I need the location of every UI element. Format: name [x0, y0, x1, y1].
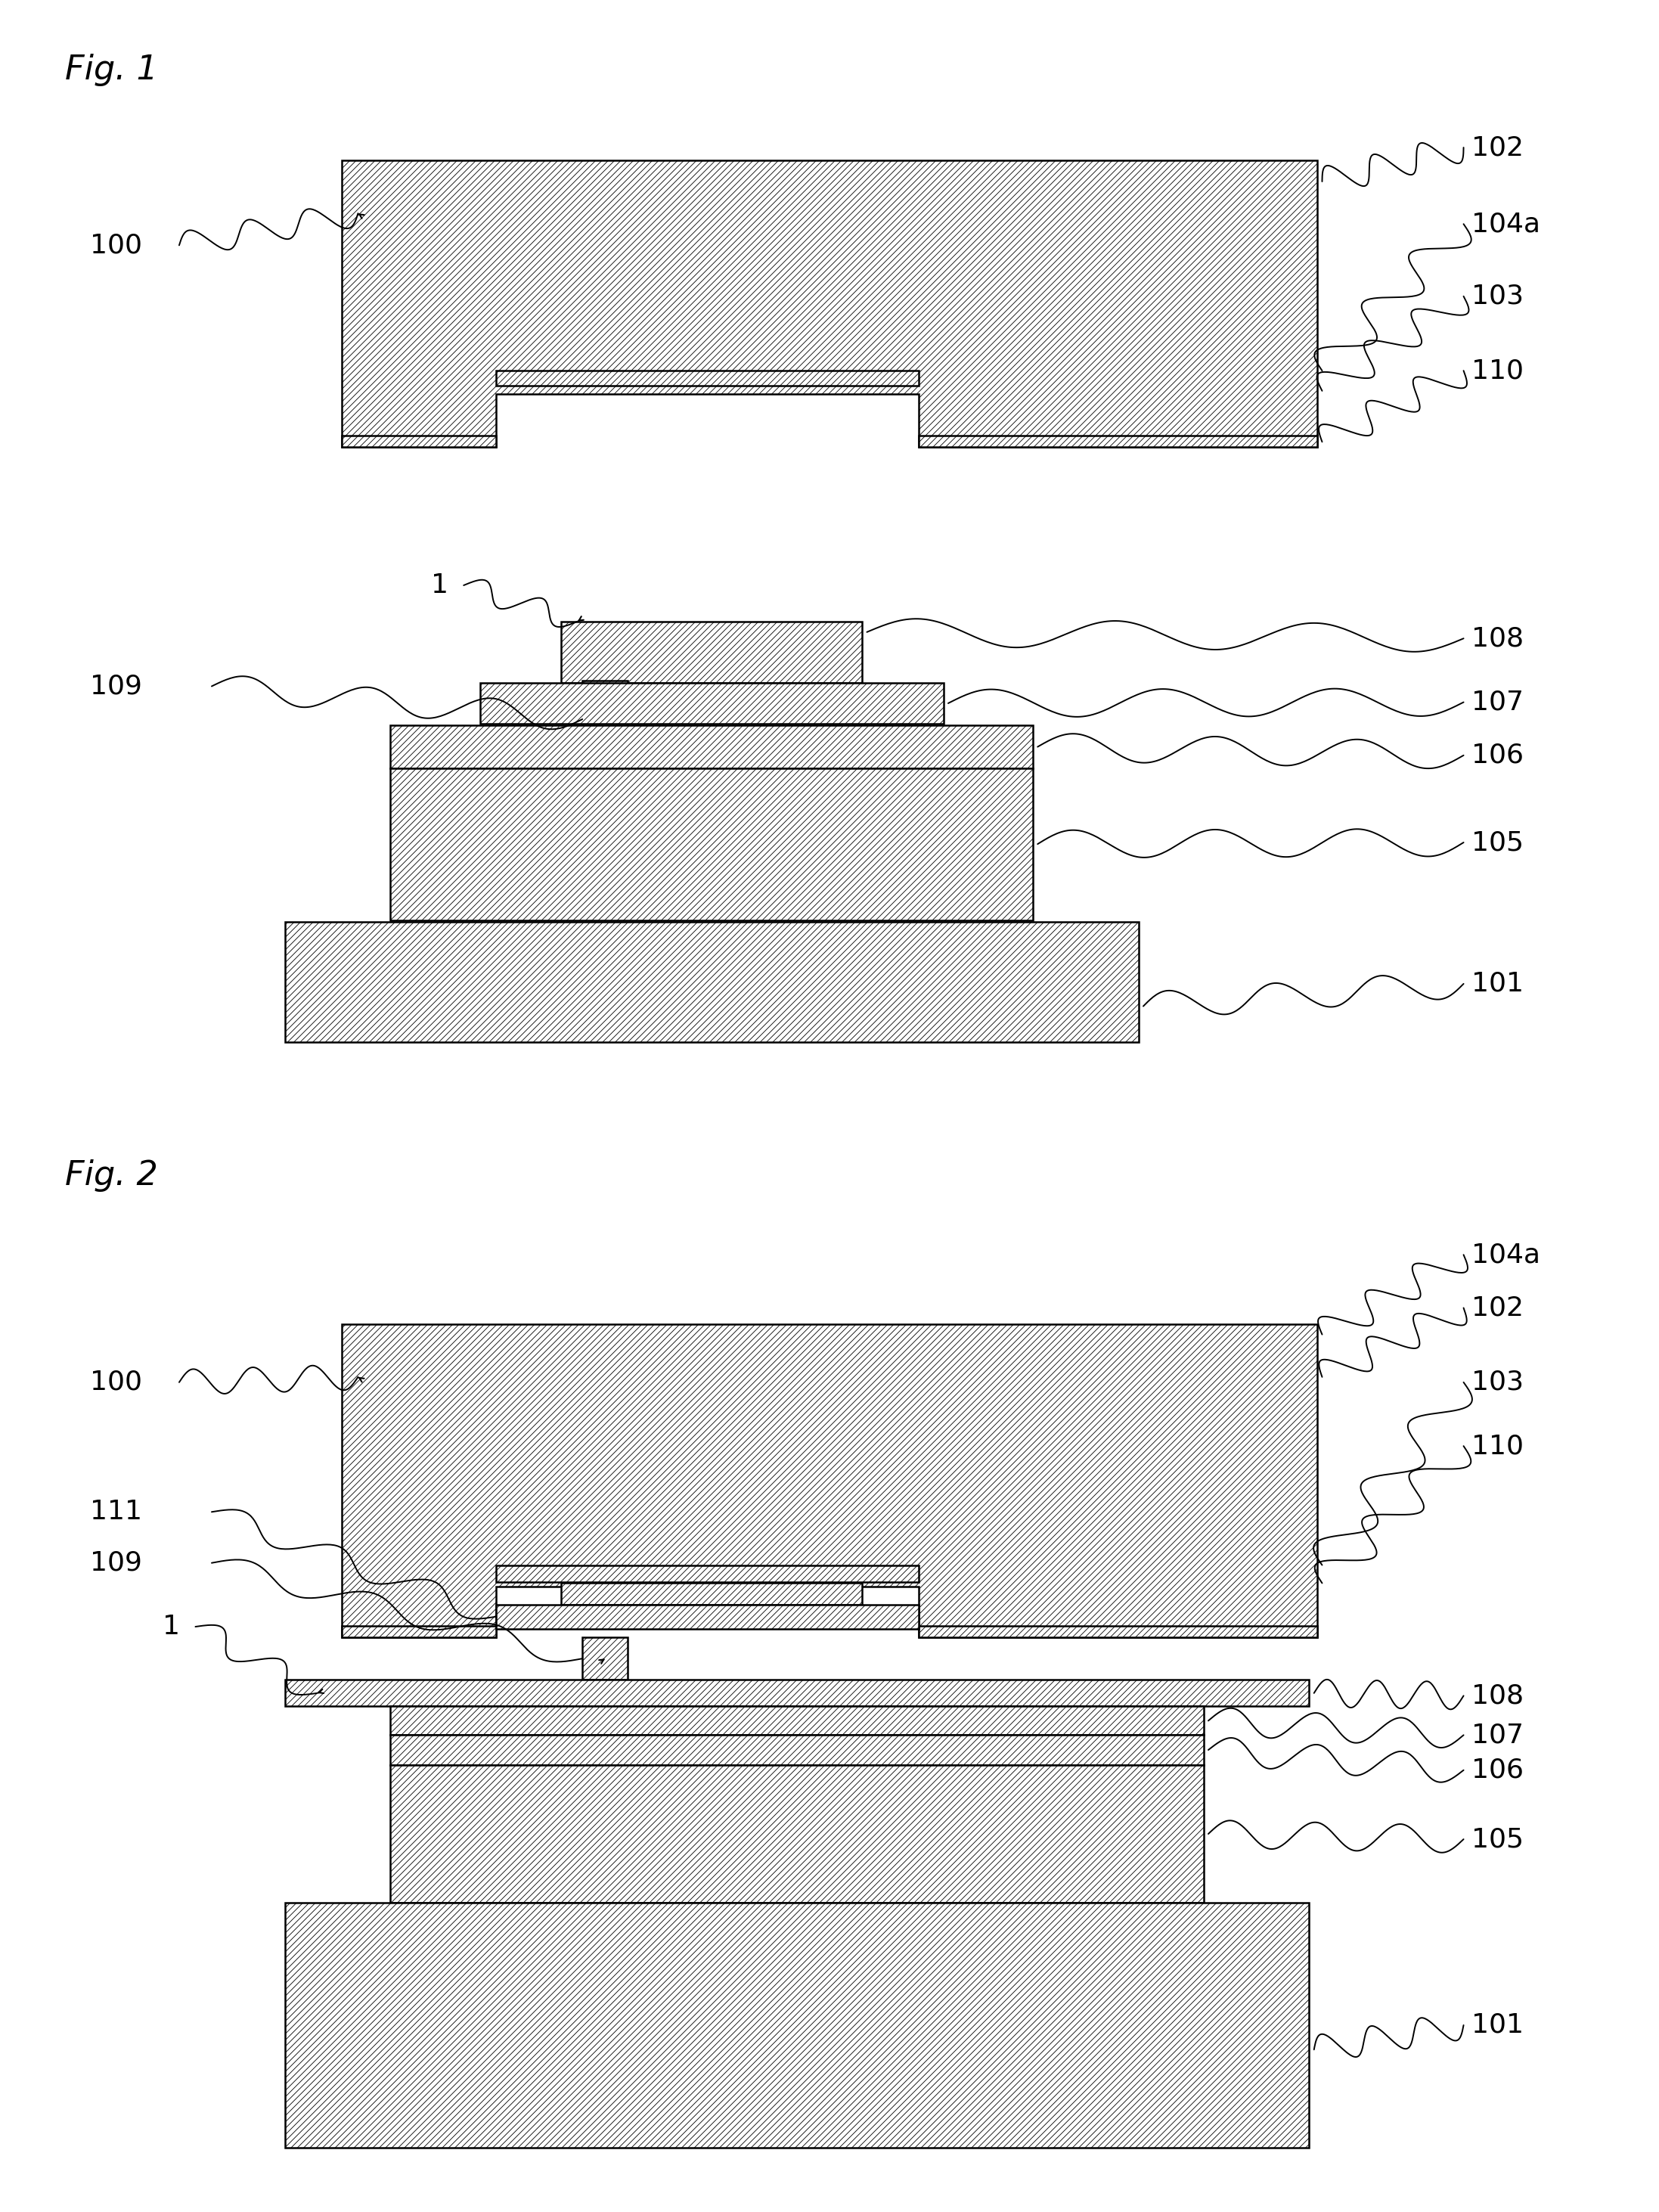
Text: 104a: 104a: [1472, 210, 1541, 237]
Text: 106: 106: [1472, 1756, 1525, 1783]
Polygon shape: [342, 1323, 1317, 1637]
Polygon shape: [342, 1626, 496, 1637]
Text: 108: 108: [1472, 626, 1525, 650]
Text: 111: 111: [90, 1500, 143, 1524]
Polygon shape: [390, 768, 1032, 920]
Text: 102: 102: [1472, 135, 1525, 159]
Text: 102: 102: [1472, 1294, 1525, 1321]
Polygon shape: [496, 1566, 919, 1582]
Text: 110: 110: [1472, 1433, 1525, 1460]
Text: 107: 107: [1472, 690, 1525, 714]
Text: 104a: 104a: [1472, 1241, 1541, 1267]
Text: 100: 100: [90, 1369, 143, 1396]
Text: 108: 108: [1472, 1683, 1525, 1708]
Polygon shape: [342, 436, 496, 447]
Polygon shape: [285, 922, 1138, 1042]
Polygon shape: [496, 1604, 919, 1628]
Polygon shape: [390, 1705, 1203, 1734]
Polygon shape: [479, 684, 944, 723]
Polygon shape: [582, 681, 627, 757]
Text: 105: 105: [1472, 830, 1525, 856]
Text: 110: 110: [1472, 358, 1525, 383]
Polygon shape: [390, 1765, 1203, 1902]
Text: 1: 1: [431, 573, 448, 597]
Text: 101: 101: [1472, 2013, 1525, 2037]
Text: Fig. 2: Fig. 2: [65, 1159, 158, 1192]
Text: 109: 109: [90, 672, 141, 699]
Text: 106: 106: [1472, 743, 1525, 768]
Text: 109: 109: [90, 1551, 141, 1575]
Text: 100: 100: [90, 232, 143, 259]
Polygon shape: [390, 726, 1032, 768]
Polygon shape: [285, 1902, 1309, 2148]
Text: 105: 105: [1472, 1827, 1525, 1851]
Polygon shape: [561, 622, 863, 684]
Polygon shape: [342, 159, 1317, 447]
Text: 103: 103: [1472, 1369, 1525, 1396]
Polygon shape: [496, 372, 919, 385]
Text: 101: 101: [1472, 971, 1525, 998]
Polygon shape: [919, 436, 1317, 447]
Polygon shape: [390, 1734, 1203, 1765]
Text: Fig. 1: Fig. 1: [65, 53, 158, 86]
Text: 107: 107: [1472, 1723, 1525, 1747]
Polygon shape: [582, 1637, 627, 1679]
Polygon shape: [919, 1626, 1317, 1637]
Polygon shape: [285, 1679, 1309, 1705]
Text: 1: 1: [163, 1615, 181, 1639]
Polygon shape: [561, 1584, 863, 1604]
Text: 103: 103: [1472, 283, 1525, 310]
